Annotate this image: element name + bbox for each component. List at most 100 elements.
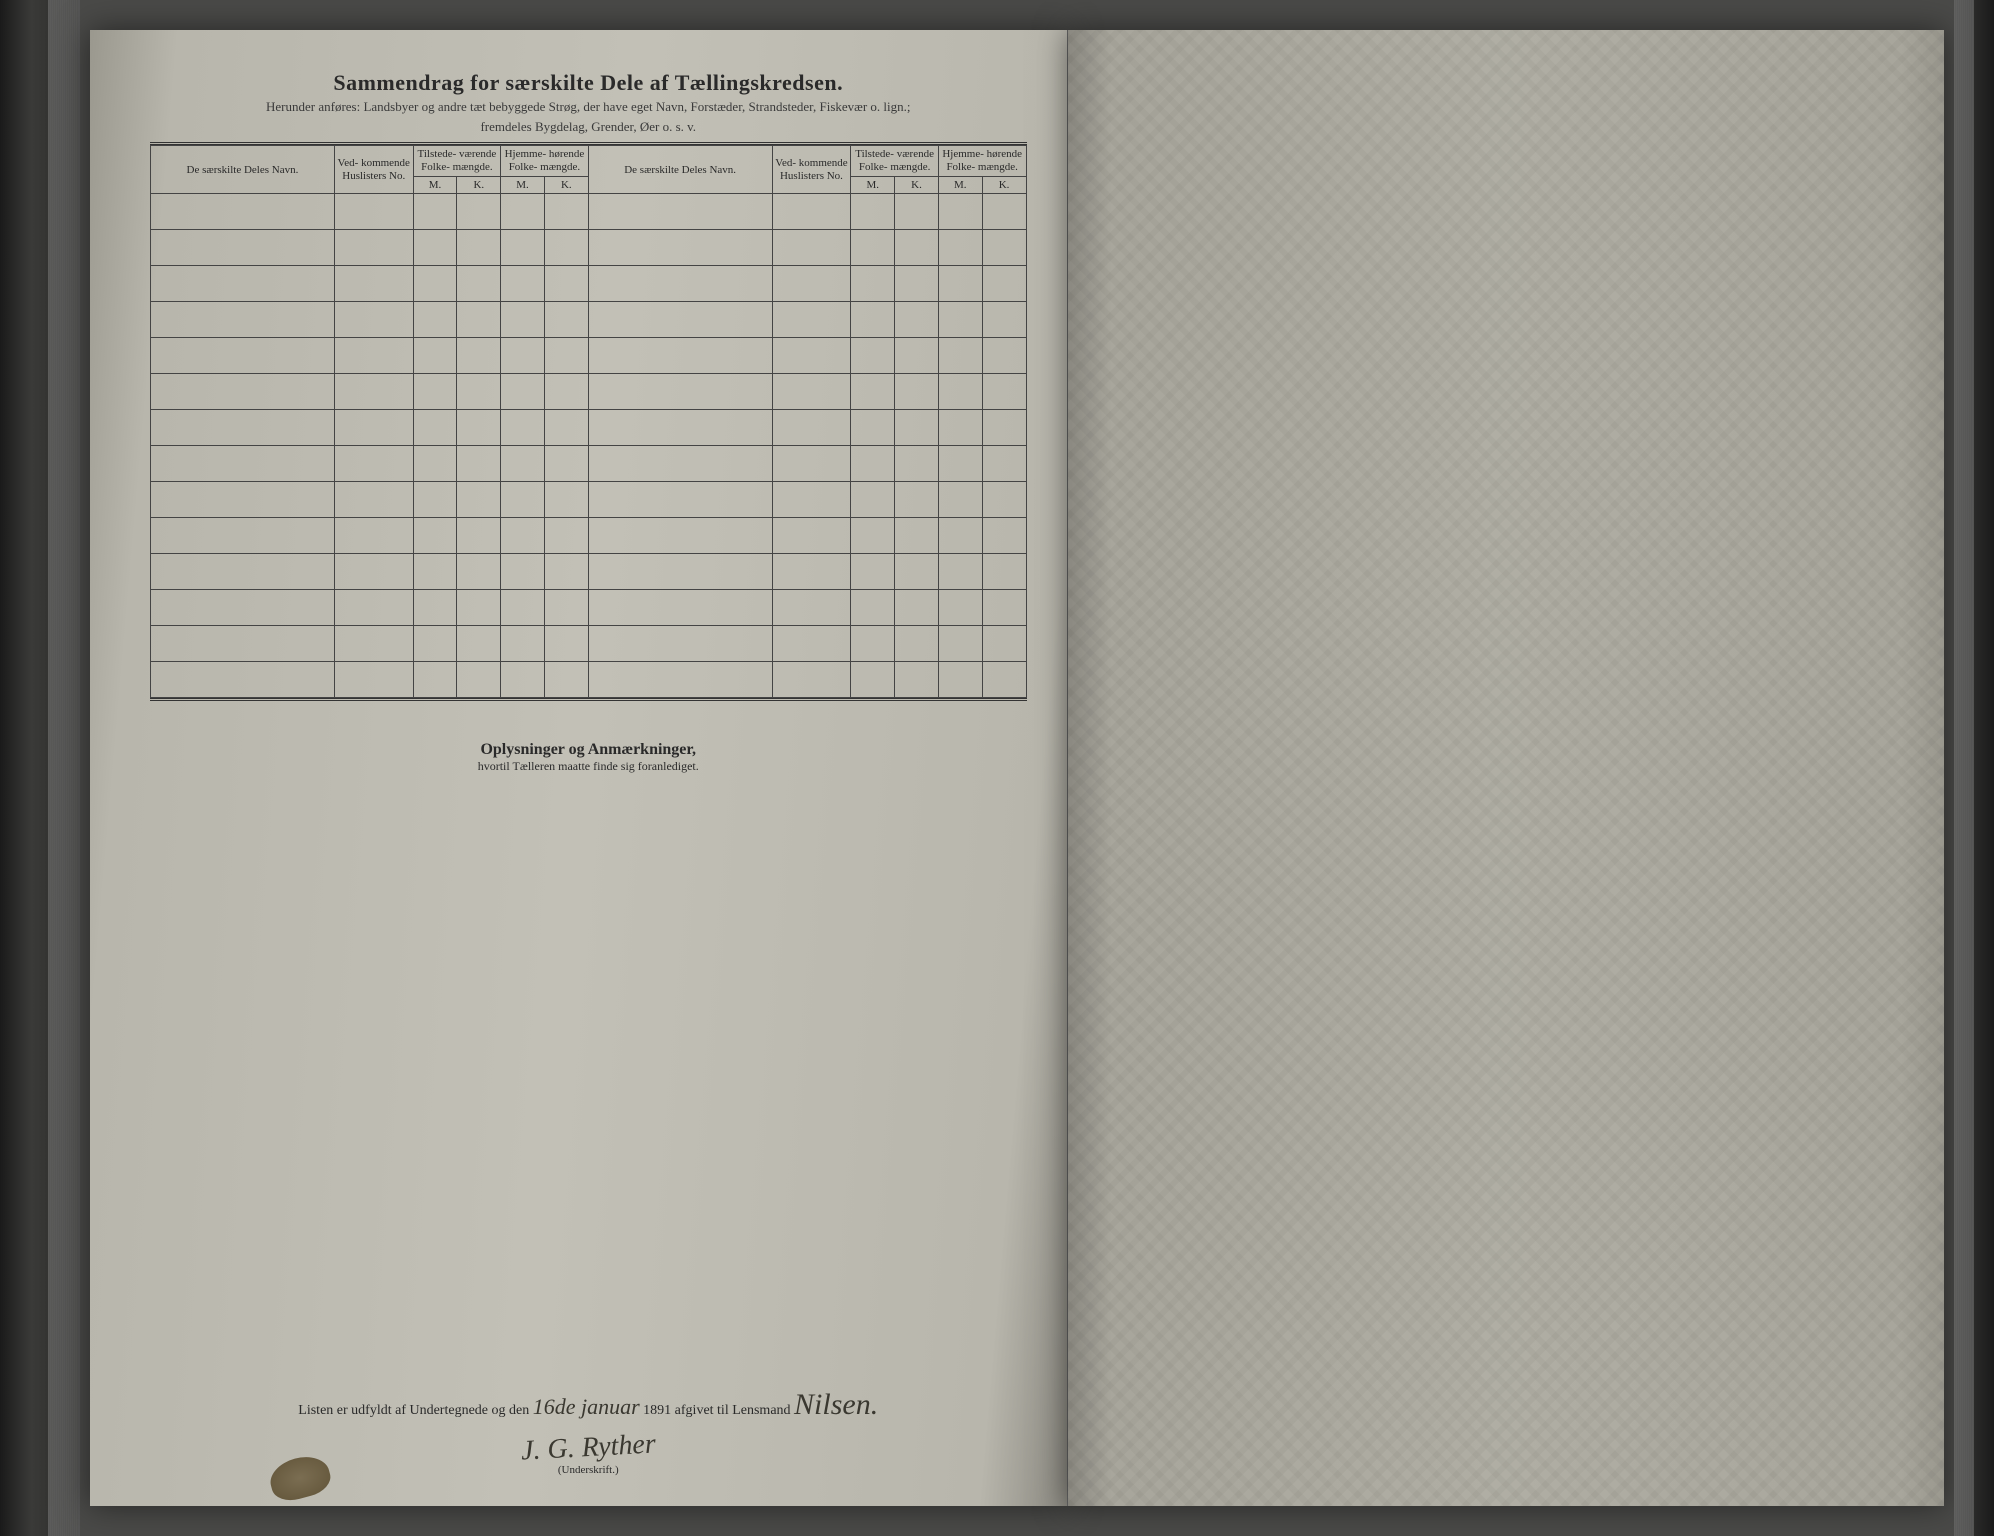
table-cell [851, 374, 895, 410]
table-cell [588, 194, 772, 230]
book-spread: Sammendrag for særskilte Dele af Tælling… [80, 0, 1954, 1536]
table-cell [772, 194, 851, 230]
sub-m: M. [413, 176, 457, 194]
table-cell [895, 626, 939, 662]
table-cell [413, 302, 457, 338]
table-cell [588, 482, 772, 518]
table-cell [851, 230, 895, 266]
table-row [151, 410, 1027, 446]
table-cell [588, 374, 772, 410]
table-cell [851, 302, 895, 338]
table-cell [895, 554, 939, 590]
table-cell [938, 194, 982, 230]
sub-m: M. [851, 176, 895, 194]
table-cell [151, 194, 335, 230]
table-cell [501, 554, 545, 590]
table-cell [895, 194, 939, 230]
col-no-1: Ved- kommende Huslisters No. [334, 146, 413, 194]
table-cell [588, 302, 772, 338]
table-cell [501, 410, 545, 446]
table-cell [544, 662, 588, 698]
table-cell [413, 338, 457, 374]
table-cell [982, 410, 1026, 446]
col-name-2: De særskilte Deles Navn. [588, 146, 772, 194]
table-cell [501, 266, 545, 302]
table-cell [938, 518, 982, 554]
table-cell [982, 302, 1026, 338]
table-row [151, 482, 1027, 518]
page-title: Sammendrag for særskilte Dele af Tælling… [150, 70, 1027, 96]
table-cell [457, 446, 501, 482]
table-cell [413, 518, 457, 554]
table-cell [413, 626, 457, 662]
table-cell [413, 230, 457, 266]
table-cell [501, 446, 545, 482]
census-table: De særskilte Deles Navn. Ved- kommende H… [150, 145, 1027, 698]
table-cell [151, 410, 335, 446]
table-cell [457, 482, 501, 518]
table-cell [895, 410, 939, 446]
table-cell [851, 194, 895, 230]
table-cell [895, 482, 939, 518]
table-cell [501, 338, 545, 374]
table-cell [334, 374, 413, 410]
table-cell [588, 338, 772, 374]
table-cell [851, 590, 895, 626]
table-cell [457, 554, 501, 590]
table-cell [851, 482, 895, 518]
table-cell [151, 662, 335, 698]
table-cell [772, 302, 851, 338]
table-cell [457, 590, 501, 626]
table-cell [544, 590, 588, 626]
table-cell [588, 554, 772, 590]
table-cell [334, 446, 413, 482]
table-cell [501, 662, 545, 698]
table-cell [413, 662, 457, 698]
table-cell [501, 194, 545, 230]
table-cell [334, 554, 413, 590]
table-cell [895, 374, 939, 410]
table-cell [413, 446, 457, 482]
book-edge-left [0, 0, 80, 1536]
table-cell [895, 590, 939, 626]
table-cell [544, 482, 588, 518]
table-row [151, 626, 1027, 662]
signature-caption: (Underskrift.) [558, 1464, 619, 1476]
table-cell [588, 230, 772, 266]
table-row [151, 194, 1027, 230]
table-row [151, 374, 1027, 410]
table-cell [851, 662, 895, 698]
table-cell [544, 410, 588, 446]
table-cell [938, 230, 982, 266]
table-cell [334, 410, 413, 446]
table-cell [457, 194, 501, 230]
table-cell [544, 230, 588, 266]
table-cell [151, 302, 335, 338]
table-cell [457, 230, 501, 266]
table-cell [588, 626, 772, 662]
table-cell [501, 482, 545, 518]
table-cell [334, 518, 413, 554]
table-cell [895, 662, 939, 698]
table-cell [895, 338, 939, 374]
sub-k: K. [544, 176, 588, 194]
handwritten-date: 16de januar [533, 1394, 640, 1419]
table-cell [772, 554, 851, 590]
table-cell [772, 662, 851, 698]
table-cell [772, 230, 851, 266]
table-cell [938, 410, 982, 446]
table-cell [151, 374, 335, 410]
table-cell [413, 410, 457, 446]
table-cell [151, 590, 335, 626]
table-cell [895, 446, 939, 482]
table-cell [334, 482, 413, 518]
signature: J. G. Ryther [520, 1428, 656, 1467]
table-cell [772, 590, 851, 626]
table-row [151, 446, 1027, 482]
table-cell [938, 662, 982, 698]
table-cell [982, 374, 1026, 410]
table-cell [501, 374, 545, 410]
table-cell [457, 266, 501, 302]
table-row [151, 590, 1027, 626]
table-cell [151, 626, 335, 662]
